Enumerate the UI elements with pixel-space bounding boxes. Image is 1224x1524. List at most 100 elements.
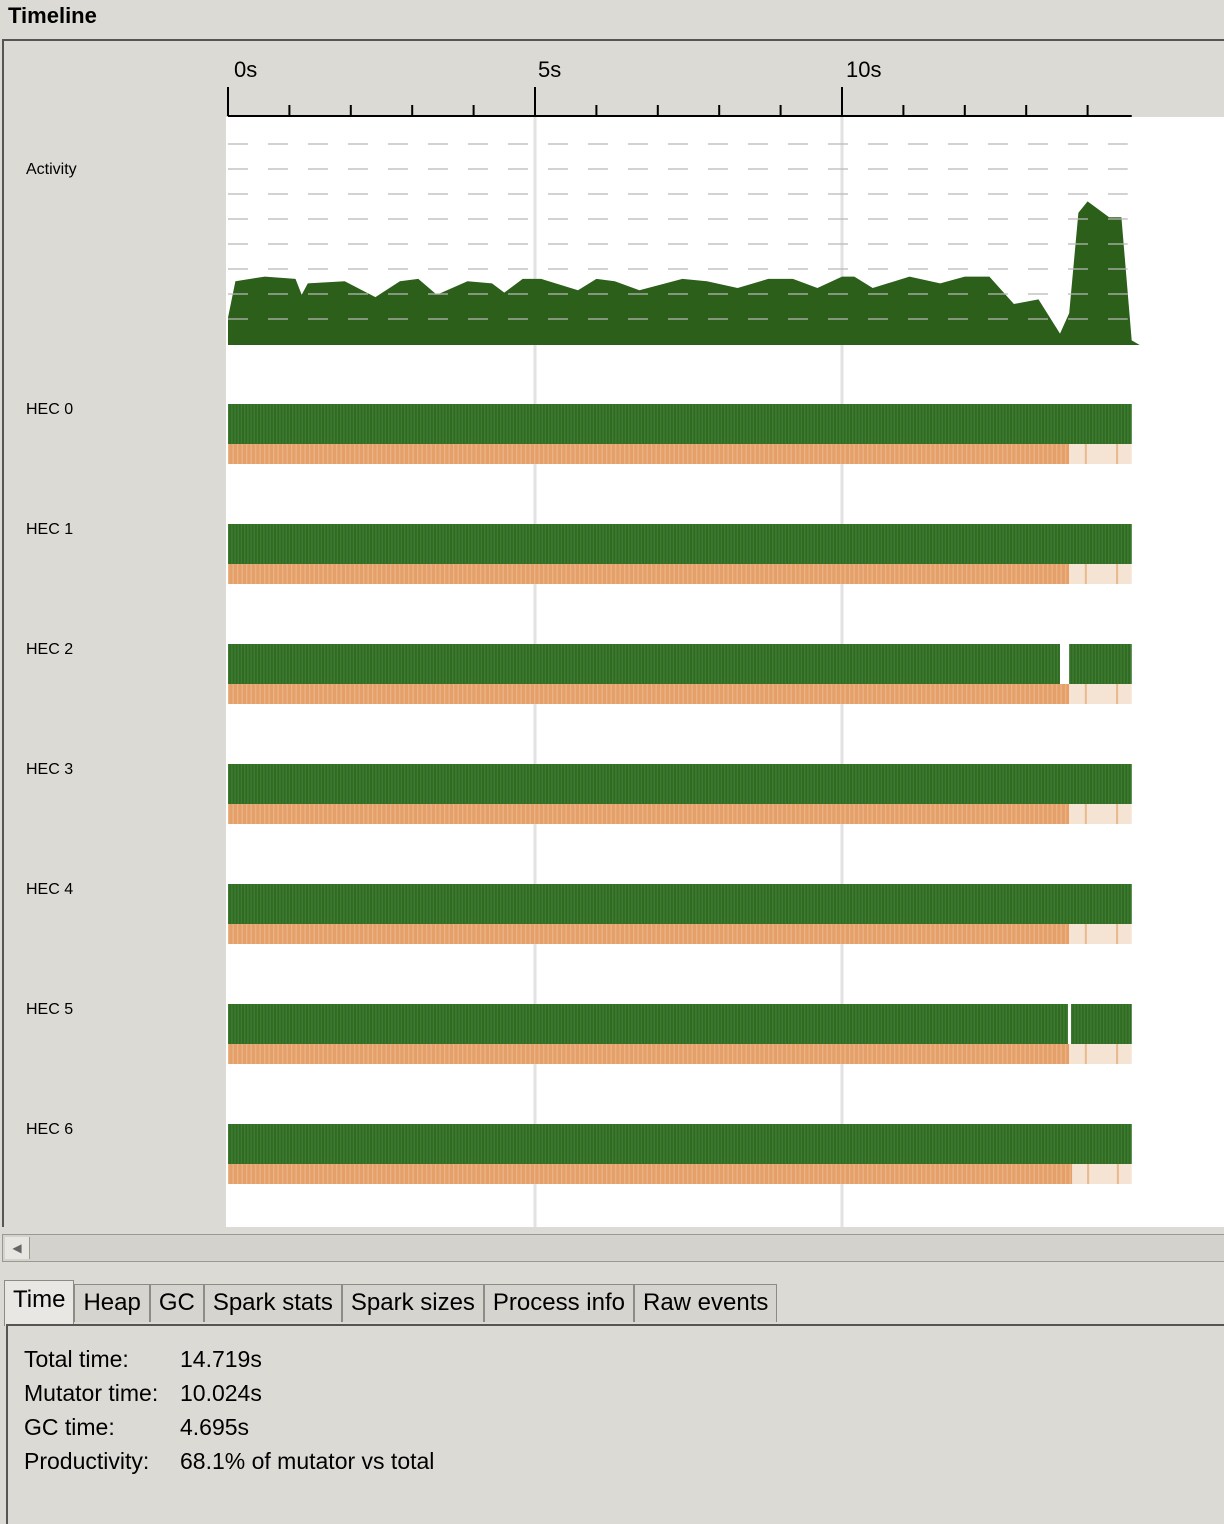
mutator-bar-stripe [557, 1004, 559, 1044]
mutator-bar-stripe [1093, 1004, 1095, 1044]
mutator-bar-stripe [932, 1124, 934, 1164]
timeline-plot-area[interactable] [226, 117, 1224, 1227]
mutator-bar-stripe [445, 764, 447, 804]
gc-bar-stripe [939, 564, 941, 584]
gc-bar-stripe [237, 1164, 239, 1184]
mutator-bar-stripe [676, 1004, 678, 1044]
gc-bar-stripe [498, 444, 500, 464]
gc-bar-stripe [304, 684, 306, 704]
mutator-bar-stripe [871, 884, 873, 924]
horizontal-scrollbar[interactable]: ◀ [2, 1234, 1224, 1262]
mutator-bar-stripe [900, 1004, 902, 1044]
row-label-hec-6: HEC 6 [26, 1121, 74, 1138]
gc-bar-stripe [480, 1164, 482, 1184]
mutator-bar-stripe [269, 524, 271, 564]
gc-bar-stripe [997, 804, 999, 824]
mutator-bar-stripe [692, 524, 694, 564]
mutator-bar-stripe [848, 764, 851, 804]
mutator-bar-stripe [663, 884, 665, 924]
tab-process-info[interactable]: Process info [483, 1284, 634, 1322]
gc-bar-stripe [291, 804, 293, 824]
gc-bar-stripe [943, 1044, 945, 1064]
mutator-bar-stripe [1095, 1124, 1097, 1164]
tab-gc[interactable]: GC [149, 1284, 204, 1322]
scroll-left-button[interactable]: ◀ [5, 1237, 30, 1259]
mutator-bar-stripe [832, 1004, 835, 1044]
gc-bar-stripe [898, 924, 900, 944]
gc-bar-stripe [813, 444, 815, 464]
gc-bar-stripe [714, 1044, 716, 1064]
mutator-bar-stripe [1082, 404, 1084, 444]
mutator-bar-stripe [1047, 644, 1049, 684]
mutator-bar-stripe [791, 884, 793, 924]
mutator-bar-stripe [880, 1124, 883, 1164]
gc-bar-stripe [849, 444, 851, 464]
gc-event-mark [1116, 804, 1119, 824]
gc-bar-stripe [835, 444, 837, 464]
mutator-bar-stripe [532, 764, 534, 804]
gc-bar-stripe [525, 804, 527, 824]
gc-bar-stripe [363, 564, 365, 584]
gc-bar-stripe [907, 684, 909, 704]
mutator-bar-stripe [874, 1004, 876, 1044]
tab-spark-stats[interactable]: Spark stats [203, 1284, 342, 1322]
tick-label-5s: 5s [538, 57, 562, 82]
mutator-bar-stripe [330, 644, 332, 684]
gc-bar-stripe [745, 444, 747, 464]
mutator-bar-stripe [730, 644, 732, 684]
time-ruler[interactable]: 0s 5s 10s [226, 41, 1224, 117]
mutator-bar-stripe [240, 884, 243, 924]
mutator-bar-stripe [852, 1004, 854, 1044]
mutator-bar-stripe [999, 884, 1001, 924]
gc-bar-stripe [255, 1044, 257, 1064]
mutator-bar-stripe [1130, 404, 1132, 444]
hec-row-2 [228, 644, 1132, 704]
mutator-bar-stripe [464, 764, 467, 804]
mutator-bar-stripe [624, 524, 627, 564]
mutator-bar-stripe [800, 884, 803, 924]
gc-bar-stripe [498, 804, 500, 824]
mutator-bar-stripe [701, 884, 703, 924]
mutator-bar-stripe [893, 764, 895, 804]
gc-bar-stripe [817, 924, 819, 944]
mutator-bar-stripe [365, 1124, 367, 1164]
mutator-bar-stripe [804, 524, 806, 564]
gc-bar-stripe [723, 924, 725, 944]
mutator-bar-stripe [954, 884, 956, 924]
mutator-bar-stripe [836, 644, 838, 684]
gc-bar-light [1069, 924, 1132, 944]
mutator-bar-stripe [570, 884, 572, 924]
gc-bar-stripe [786, 924, 788, 944]
gc-bar-stripe [529, 444, 531, 464]
mutator-bar-stripe [1117, 644, 1119, 684]
gc-bar-stripe [921, 444, 923, 464]
gc-bar-stripe [768, 444, 770, 464]
mutator-bar-stripe [618, 1124, 620, 1164]
mutator-bar-stripe [832, 644, 835, 684]
gc-bar-stripe [840, 1044, 842, 1064]
gc-bar-stripe [655, 1044, 657, 1064]
gc-bar-stripe [579, 444, 581, 464]
gc-bar-stripe [957, 684, 959, 704]
mutator-bar-stripe [717, 1004, 719, 1044]
mutator-bar-stripe [900, 764, 902, 804]
mutator-bar-stripe [1117, 884, 1119, 924]
gc-bar-stripe [327, 684, 329, 704]
mutator-bar-stripe [448, 404, 451, 444]
mutator-bar-stripe [413, 404, 415, 444]
tab-raw-events[interactable]: Raw events [633, 1284, 778, 1322]
mutator-bar-stripe [970, 644, 972, 684]
tab-heap[interactable]: Heap [74, 1284, 150, 1322]
mutator-bar-stripe [759, 884, 761, 924]
mutator-bar-stripe [567, 1004, 569, 1044]
mutator-bar-stripe [855, 644, 857, 684]
mutator-bar-stripe [948, 884, 950, 924]
gc-bar-stripe [453, 564, 455, 584]
mutator-bar-stripe [832, 1124, 835, 1164]
mutator-bar-stripe [1005, 764, 1007, 804]
tab-spark-sizes[interactable]: Spark sizes [341, 1284, 484, 1322]
mutator-bar-stripe [1008, 884, 1011, 924]
gc-bar-stripe [475, 564, 477, 584]
tab-time[interactable]: Time [4, 1280, 75, 1326]
mutator-bar-stripe [903, 764, 905, 804]
